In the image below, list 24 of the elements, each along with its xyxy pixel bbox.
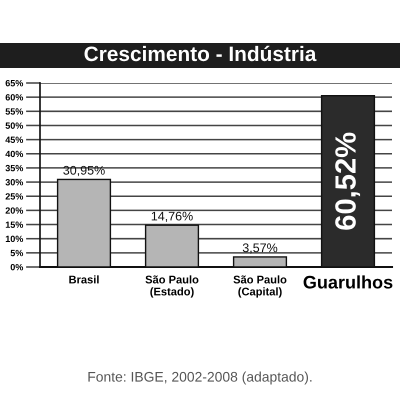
x-tick-label: Brasil: [69, 275, 99, 284]
y-tick-label: 35%: [5, 164, 24, 172]
chart-title: Crescimento - Indústria: [84, 46, 316, 62]
y-tick-label: 25%: [6, 193, 24, 200]
data-label: 14,76%: [152, 212, 193, 222]
data-label: 60,52%: [335, 132, 360, 230]
y-tick-label: 50%: [6, 122, 24, 129]
y-tick-label: 15%: [6, 222, 24, 228]
y-tick-label: 30%: [5, 179, 24, 186]
data-label: 30,95%: [63, 166, 105, 176]
data-label: 3,57%: [242, 243, 278, 254]
y-tick-label: 20%: [6, 207, 24, 214]
y-tick-label: 10%: [6, 236, 24, 242]
y-tick-label: 5%: [10, 250, 24, 256]
source-note: Fonte: IBGE, 2002-2008 (adaptado).: [88, 372, 312, 384]
y-tick-label: 45%: [5, 136, 24, 143]
y-tick-label: 40%: [5, 150, 24, 158]
y-tick-label: 0%: [10, 264, 24, 270]
y-tick-label: 60%: [6, 94, 24, 101]
x-tick-label: São Paulo (Estado): [145, 275, 198, 298]
y-tick-label: 55%: [6, 108, 24, 115]
x-tick-label: São Paulo (Capital): [233, 275, 286, 298]
y-tick-label: 65%: [6, 80, 24, 86]
x-tick-label: Guarulhos: [304, 275, 392, 289]
